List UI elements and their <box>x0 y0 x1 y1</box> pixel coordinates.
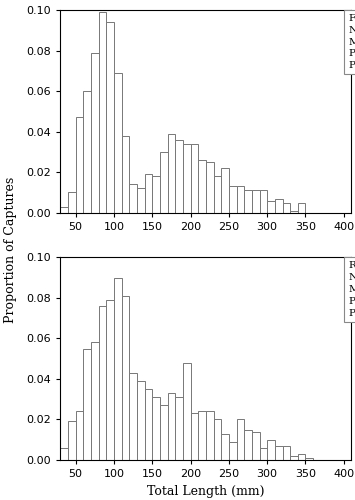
Bar <box>252 432 260 460</box>
Bar <box>191 414 198 460</box>
Bar <box>267 200 275 212</box>
Bar <box>206 162 214 212</box>
Bar <box>168 134 175 212</box>
Bar <box>306 458 313 460</box>
Bar <box>76 412 83 460</box>
Bar <box>244 430 252 460</box>
Bar <box>76 118 83 212</box>
Bar <box>206 412 214 460</box>
Bar <box>144 389 152 460</box>
Bar <box>290 456 298 460</box>
Bar <box>175 140 183 212</box>
Bar <box>60 206 68 212</box>
Bar <box>183 144 191 212</box>
Bar <box>183 362 191 460</box>
Bar <box>114 73 122 212</box>
Bar <box>83 91 91 212</box>
Text: Fixed
N = 1501
Mean TL = 160.4mm
PSD = 23
PSD - P = 5: Fixed N = 1501 Mean TL = 160.4mm PSD = 2… <box>349 14 355 70</box>
Bar <box>275 198 283 212</box>
Bar <box>137 188 144 212</box>
Bar <box>267 440 275 460</box>
Bar <box>252 190 260 212</box>
Bar <box>236 420 244 460</box>
Bar <box>160 152 168 212</box>
Bar <box>152 397 160 460</box>
Bar <box>214 420 221 460</box>
Bar <box>168 393 175 460</box>
Bar <box>275 446 283 460</box>
Bar <box>83 348 91 460</box>
Bar <box>99 12 106 212</box>
Bar <box>106 300 114 460</box>
Bar <box>236 186 244 212</box>
Text: Random
N = 775
Mean TL = 156.0mm
PSD = 29
PSD - P = 7: Random N = 775 Mean TL = 156.0mm PSD = 2… <box>349 262 355 318</box>
Bar <box>68 422 76 460</box>
Bar <box>191 144 198 212</box>
Bar <box>221 434 229 460</box>
Bar <box>122 296 129 460</box>
Bar <box>290 210 298 212</box>
Bar <box>114 278 122 460</box>
Bar <box>129 373 137 460</box>
X-axis label: Total Length (mm): Total Length (mm) <box>147 484 264 498</box>
Bar <box>221 168 229 212</box>
Bar <box>68 192 76 212</box>
Bar <box>99 306 106 460</box>
Bar <box>106 22 114 212</box>
Bar <box>244 190 252 212</box>
Bar <box>129 184 137 212</box>
Bar <box>214 176 221 212</box>
Bar <box>198 160 206 212</box>
Bar <box>298 454 306 460</box>
Bar <box>260 190 267 212</box>
Bar <box>229 186 236 212</box>
Bar <box>137 381 144 460</box>
Bar <box>60 448 68 460</box>
Bar <box>283 202 290 212</box>
Bar <box>122 136 129 212</box>
Bar <box>175 397 183 460</box>
Bar <box>160 406 168 460</box>
Bar <box>91 342 99 460</box>
Bar <box>198 412 206 460</box>
Bar <box>298 202 306 212</box>
Bar <box>260 448 267 460</box>
Bar <box>152 176 160 212</box>
Bar <box>144 174 152 212</box>
Bar <box>91 52 99 212</box>
Bar <box>283 446 290 460</box>
Bar <box>229 442 236 460</box>
Text: Proportion of Captures: Proportion of Captures <box>4 177 17 323</box>
